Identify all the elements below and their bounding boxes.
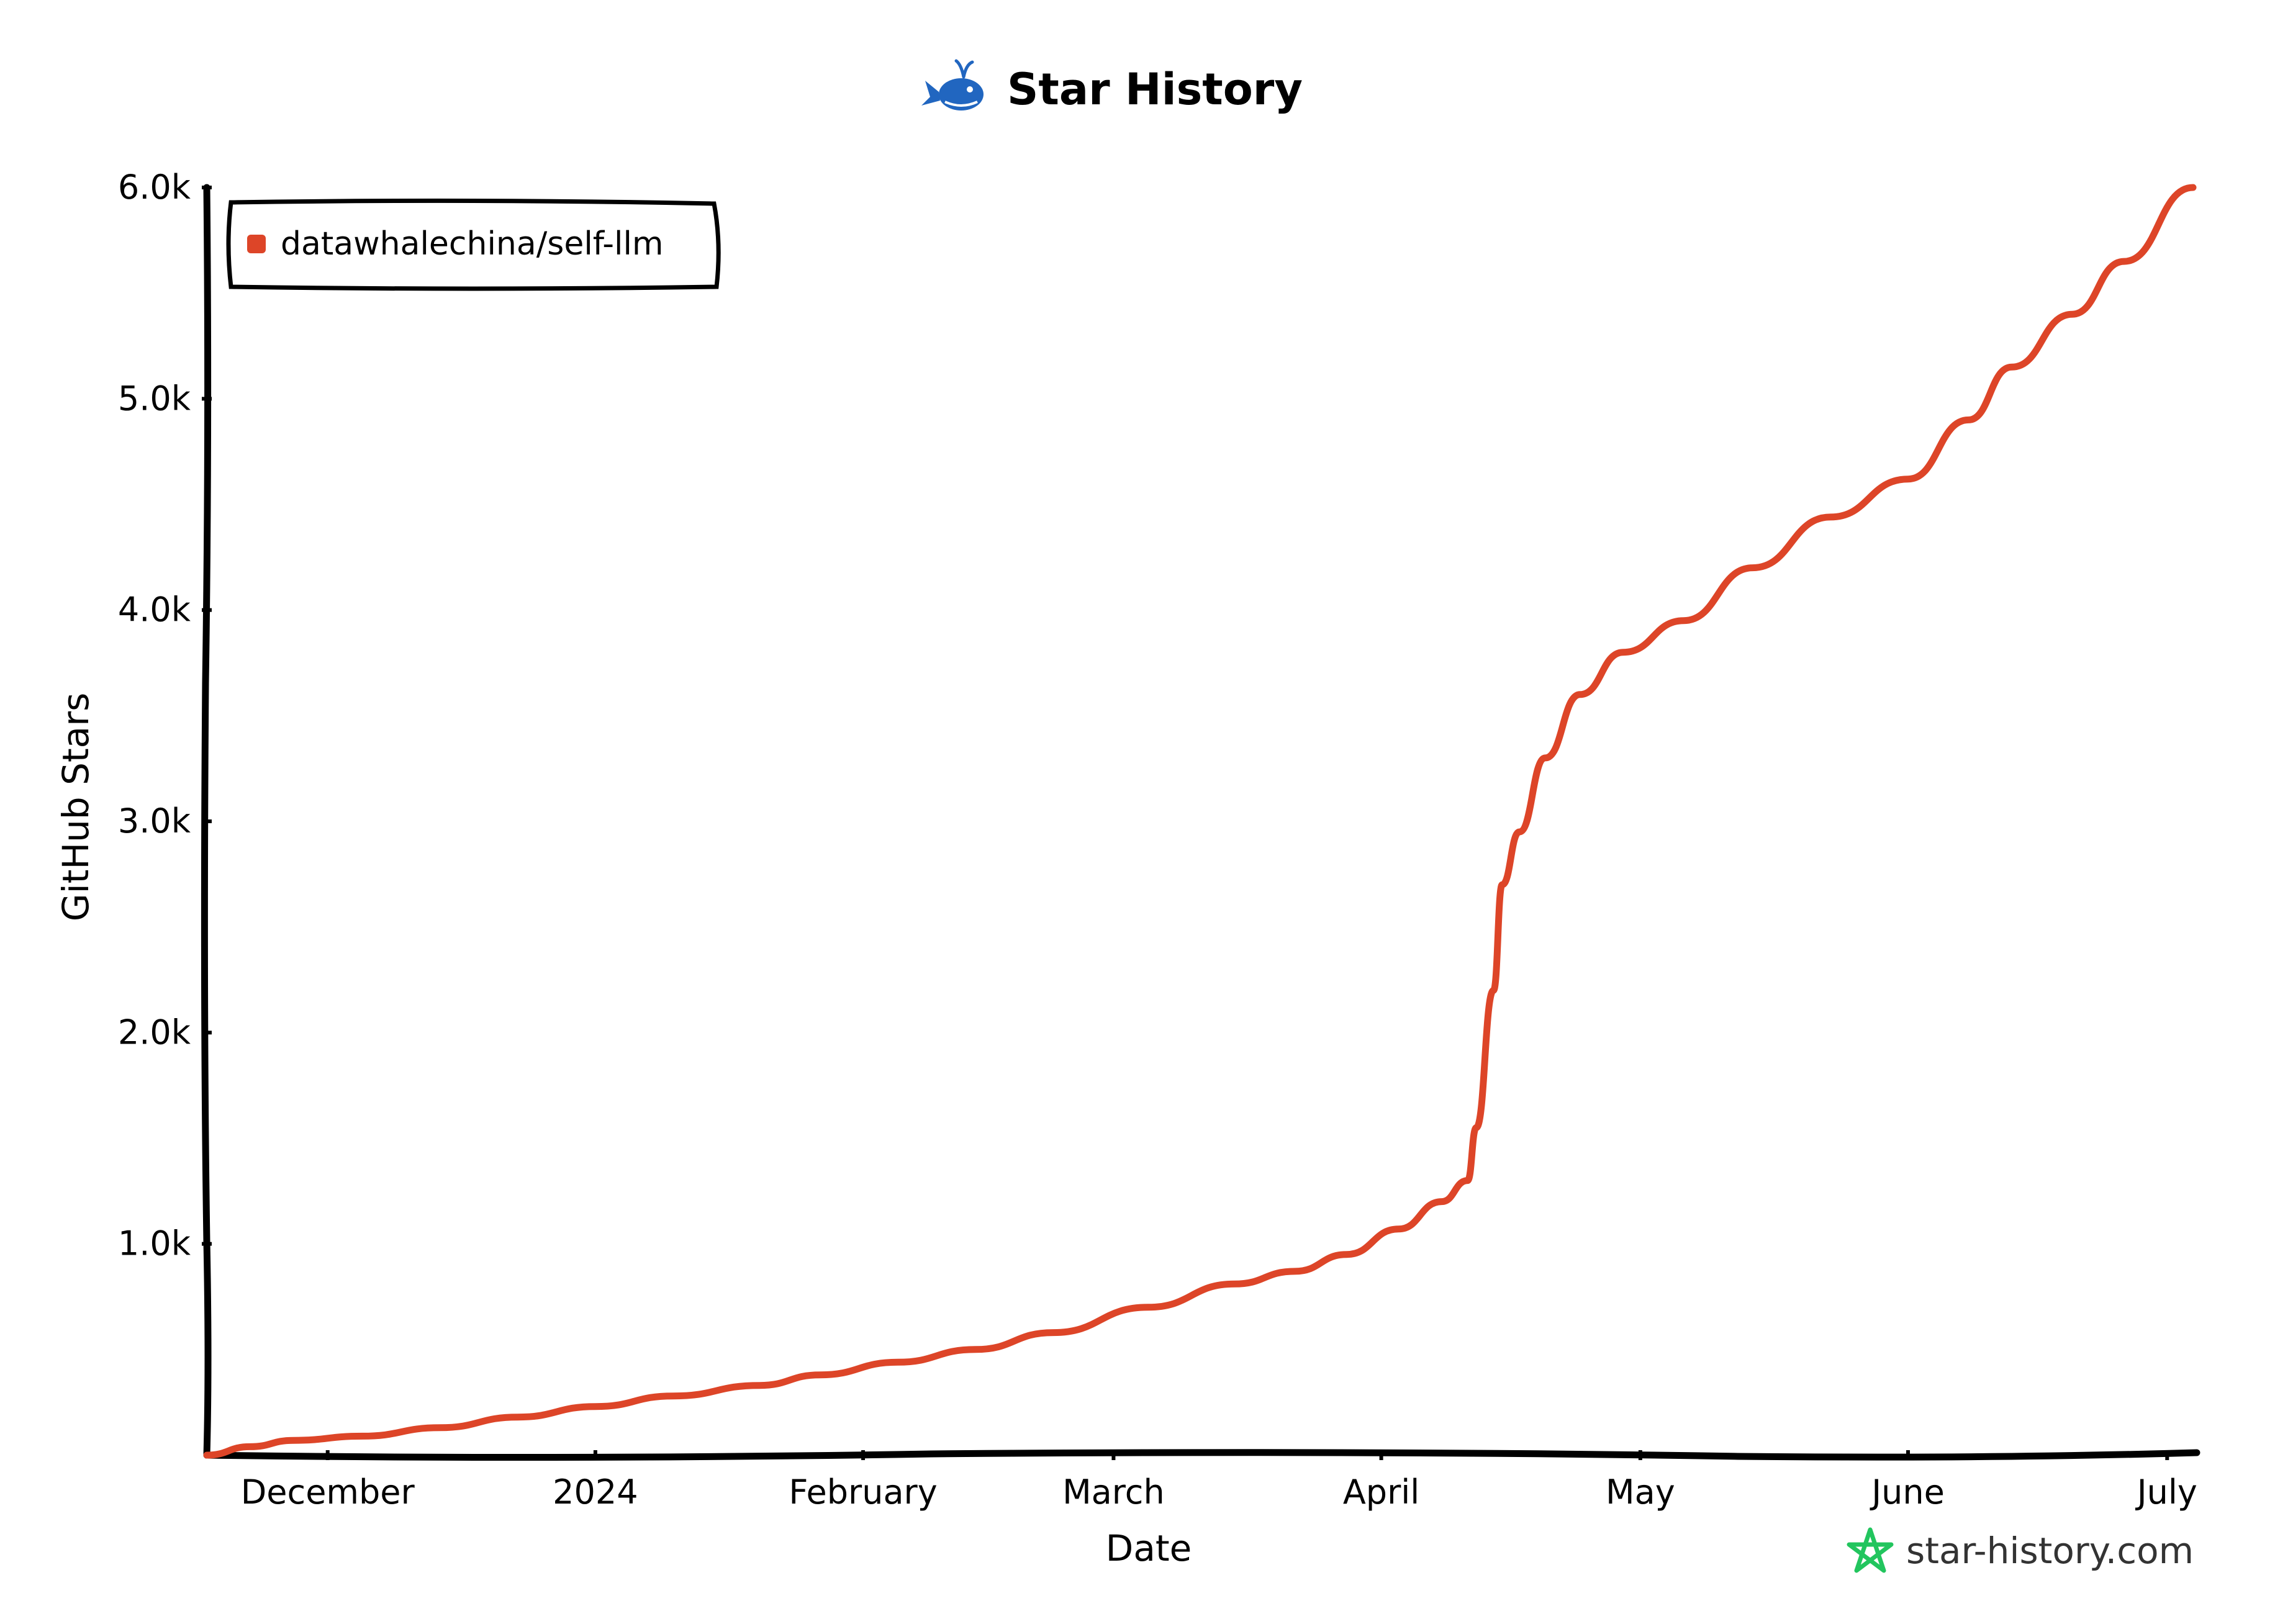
x-tick-label: May (1606, 1473, 1675, 1512)
x-tick-label: February (789, 1473, 937, 1512)
legend: datawhalechina/self-llm (226, 198, 721, 291)
x-axis-ticks: December 2024 February March April May June Jul… (241, 1450, 2197, 1512)
x-axis-title: Date (1106, 1527, 1192, 1569)
y-axis-line (201, 184, 212, 1459)
y-axis-title: GitHub Stars (55, 693, 97, 922)
y-tick-label: 3.0k (118, 801, 191, 841)
star-icon (1847, 1527, 1894, 1573)
x-tick-label: 2024 (553, 1473, 638, 1512)
y-tick-label: 6.0k (118, 168, 191, 207)
legend-box (226, 198, 721, 291)
legend-swatch (247, 235, 266, 253)
x-axis-line (203, 1449, 2200, 1461)
legend-label: datawhalechina/self-llm (281, 225, 664, 263)
x-tick-label: July (2135, 1473, 2197, 1512)
brand: star-history.com (1847, 1527, 2194, 1573)
x-tick-label: March (1062, 1473, 1165, 1512)
chart-title-text: Star History (1007, 64, 1303, 115)
y-tick-label: 1.0k (118, 1224, 191, 1263)
x-tick-label: December (241, 1473, 415, 1512)
x-tick-label: April (1343, 1473, 1419, 1512)
series-line-0 (203, 184, 2197, 1459)
series-group (203, 184, 2197, 1459)
brand-label: star-history.com (1906, 1530, 2194, 1572)
chart-title: Star History (921, 59, 1303, 115)
whale-icon (921, 59, 984, 111)
x-tick-label: June (1870, 1473, 1945, 1512)
y-tick-label: 5.0k (118, 379, 191, 418)
y-axis-ticks: 1.0k 2.0k 3.0k 4.0k 5.0k 6.0k (118, 168, 212, 1263)
y-tick-label: 4.0k (118, 590, 191, 629)
y-tick-label: 2.0k (118, 1013, 191, 1052)
